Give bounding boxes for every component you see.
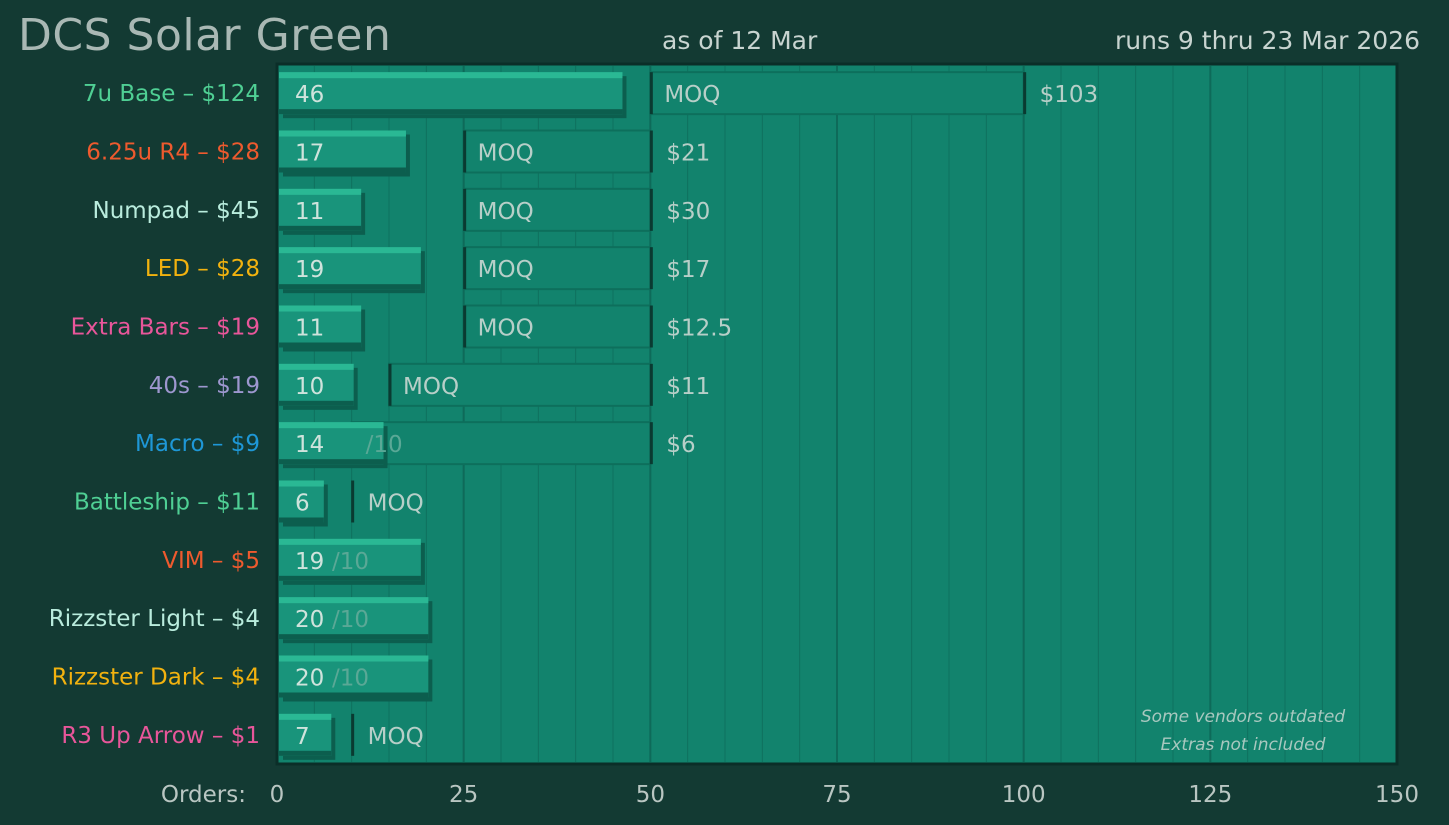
bar-highlight xyxy=(279,305,362,312)
category-label: VIM – $5 xyxy=(162,548,260,574)
bar-highlight xyxy=(279,72,623,79)
bar-bottom-edge xyxy=(279,342,362,348)
bar-bottom-edge xyxy=(279,225,362,231)
price-label: $12.5 xyxy=(666,316,732,342)
bar-highlight xyxy=(279,363,354,370)
x-tick-label: 75 xyxy=(822,782,851,808)
category-label: 40s – $19 xyxy=(149,373,260,399)
bar-bottom-edge xyxy=(279,750,332,756)
bar xyxy=(279,480,324,523)
bar-highlight xyxy=(279,480,324,487)
bar-bottom-edge xyxy=(279,167,406,173)
min-target-label: /10 xyxy=(332,549,369,575)
bar-value-label: 20 xyxy=(295,666,324,692)
moq-box xyxy=(462,187,652,232)
category-label: Numpad – $45 xyxy=(92,198,260,224)
category-label: LED – $28 xyxy=(145,256,260,282)
category-label: 7u Base – $124 xyxy=(83,81,260,107)
price-label: $17 xyxy=(666,257,710,283)
moq-box xyxy=(350,421,652,466)
x-tick-label: 50 xyxy=(636,782,665,808)
category-label: Rizzster Light – $4 xyxy=(49,606,260,632)
bar xyxy=(279,538,421,581)
price-label: $21 xyxy=(666,141,710,167)
bar-highlight xyxy=(279,247,421,254)
bar-highlight xyxy=(279,130,406,137)
bar-highlight xyxy=(279,655,429,662)
category-label: Battleship – $11 xyxy=(74,490,260,516)
price-label: $11 xyxy=(666,374,710,400)
as-of-date: as of 12 Mar xyxy=(662,26,818,55)
bar-bottom-edge xyxy=(279,284,421,290)
bar-value-label: 11 xyxy=(295,316,324,342)
bar-value-label: 7 xyxy=(295,724,310,750)
chart-title: DCS Solar Green xyxy=(18,10,392,61)
min-target-label: /10 xyxy=(332,607,369,633)
bar xyxy=(279,363,354,406)
category-label: Rizzster Dark – $4 xyxy=(52,665,260,691)
x-tick-label: 125 xyxy=(1188,782,1232,808)
bar xyxy=(279,713,332,756)
bar xyxy=(279,422,384,465)
moq-label: MOQ xyxy=(478,316,534,342)
x-tick-label: 100 xyxy=(1002,782,1046,808)
x-tick-label: 25 xyxy=(449,782,478,808)
moq-box xyxy=(462,129,652,174)
bar-bottom-edge xyxy=(279,575,421,581)
min-target-label: /10 xyxy=(332,666,369,692)
bar-value-label: 19 xyxy=(295,257,324,283)
min-target-label: /10 xyxy=(366,432,403,458)
bar-value-label: 14 xyxy=(295,432,324,458)
note-extras: Extras not included xyxy=(1161,735,1326,755)
bar-value-label: 46 xyxy=(295,82,324,108)
bar-value-label: 6 xyxy=(295,491,310,517)
note-vendors: Some vendors outdated xyxy=(1141,707,1346,727)
bar-bottom-edge xyxy=(279,459,384,465)
moq-label: MOQ xyxy=(664,82,720,108)
bar xyxy=(279,247,421,290)
price-label: $30 xyxy=(666,199,710,225)
bar-highlight xyxy=(279,188,362,195)
bar-value-label: 10 xyxy=(295,374,324,400)
category-label: Extra Bars – $19 xyxy=(71,315,260,341)
bar-bottom-edge xyxy=(279,634,429,640)
moq-label: MOQ xyxy=(478,257,534,283)
x-axis-title: Orders: xyxy=(161,782,246,808)
bar-value-label: 17 xyxy=(295,141,324,167)
category-label: 6.25u R4 – $28 xyxy=(86,140,260,166)
bar-bottom-edge xyxy=(279,109,623,115)
price-label: $103 xyxy=(1040,82,1099,108)
x-tick-label: 150 xyxy=(1375,782,1419,808)
bar-value-label: 20 xyxy=(295,607,324,633)
moq-label: MOQ xyxy=(403,374,459,400)
run-dates: runs 9 thru 23 Mar 2026 xyxy=(1114,26,1420,55)
bar-bottom-edge xyxy=(279,692,429,698)
price-label: $6 xyxy=(666,432,695,458)
x-tick-label: 0 xyxy=(270,782,285,808)
moq-box xyxy=(462,246,652,291)
bar-highlight xyxy=(279,538,421,545)
bar xyxy=(279,188,362,231)
bar xyxy=(279,72,623,115)
bar-highlight xyxy=(279,713,332,720)
moq-label: MOQ xyxy=(478,141,534,167)
category-label: R3 Up Arrow – $1 xyxy=(61,723,260,749)
moq-label: MOQ xyxy=(368,724,424,750)
bar-value-label: 11 xyxy=(295,199,324,225)
moq-label: MOQ xyxy=(478,199,534,225)
bar-highlight xyxy=(279,597,429,604)
bar-bottom-edge xyxy=(279,517,324,523)
bar-highlight xyxy=(279,422,384,429)
bar xyxy=(279,130,406,173)
bar xyxy=(279,305,362,348)
bar xyxy=(279,597,429,640)
bar xyxy=(279,655,429,698)
moq-label: MOQ xyxy=(368,491,424,517)
bar-value-label: 19 xyxy=(295,549,324,575)
bar-bottom-edge xyxy=(279,400,354,406)
category-label: Macro – $9 xyxy=(135,431,260,457)
